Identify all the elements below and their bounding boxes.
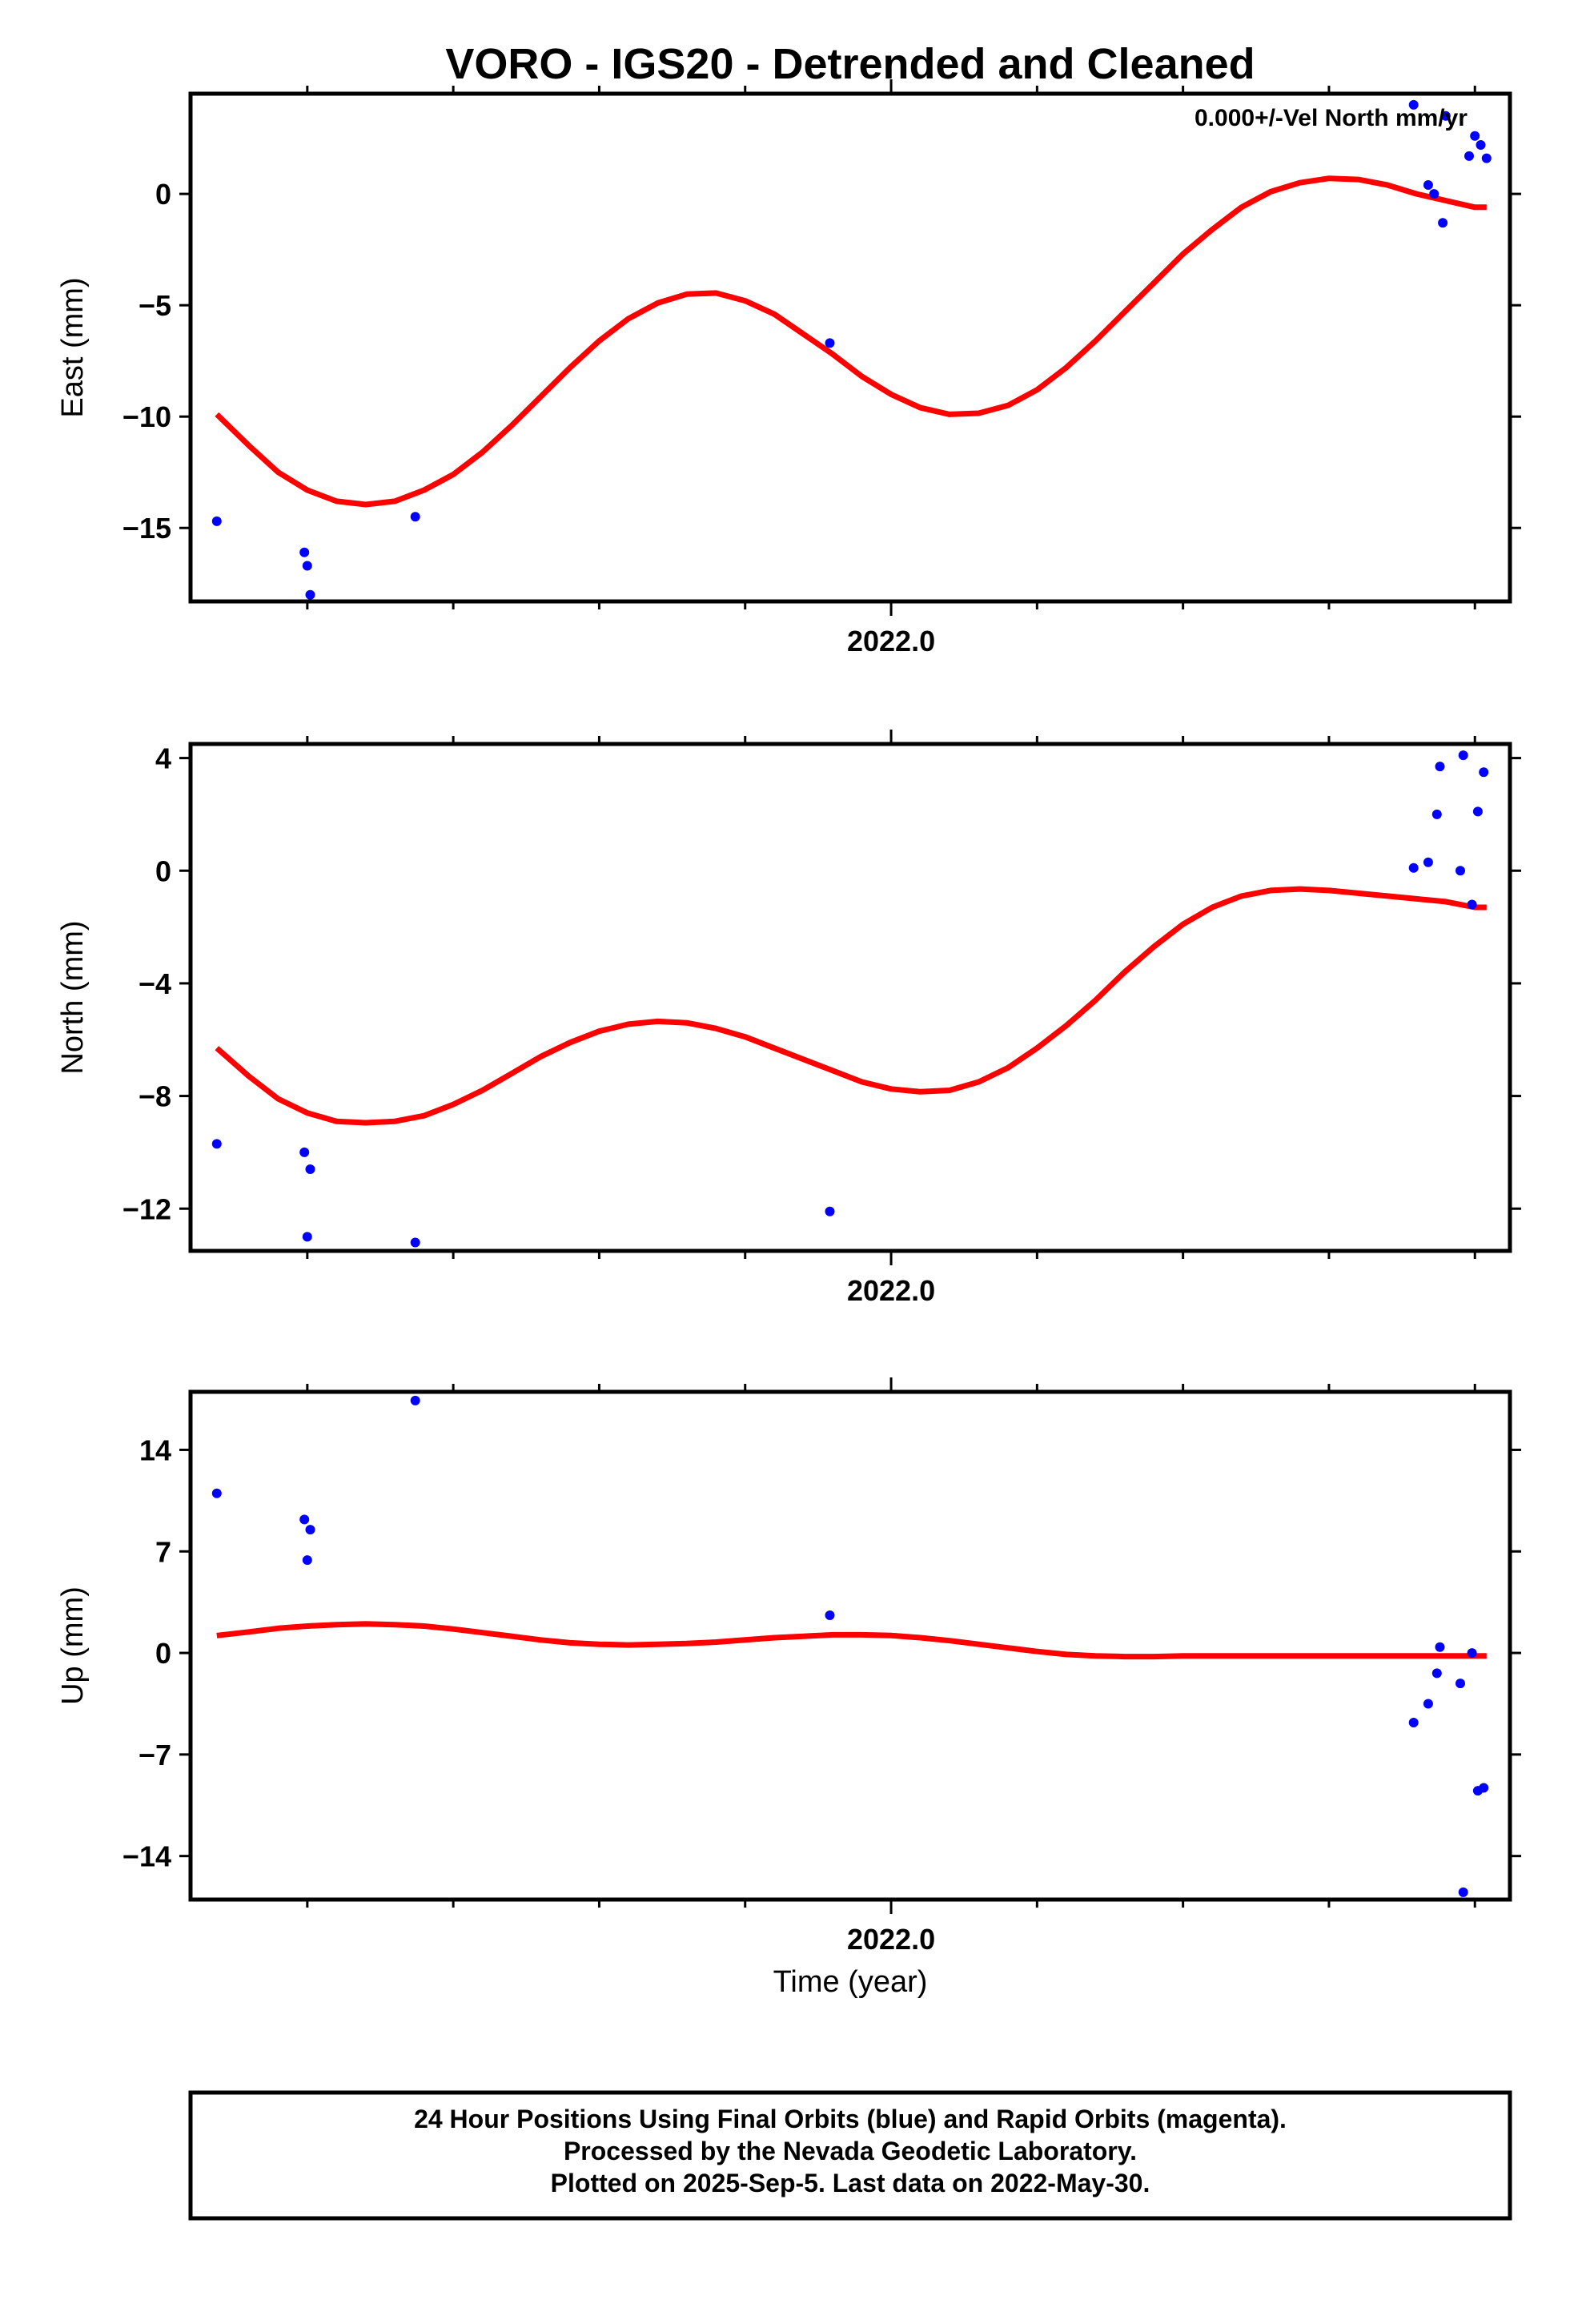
velocity-annotation: 0.000+/-Vel North mm/yr [1195, 105, 1468, 131]
up-data-point [1423, 1699, 1433, 1709]
east-ytick-label: 0 [155, 178, 171, 211]
up-data-point [1435, 1642, 1445, 1652]
north-fit-line [215, 886, 1487, 1126]
north-data-point [1431, 809, 1442, 819]
north-data-point [302, 1232, 312, 1242]
x-axis-label: Time (year) [773, 1965, 928, 1999]
east-y-axis-label: East (mm) [56, 277, 90, 417]
up-y-axis-label: Up (mm) [56, 1586, 90, 1705]
up-ytick-label: 7 [155, 1535, 171, 1568]
north-data-point [825, 1206, 835, 1216]
north-xtick-label: 2022.0 [847, 1274, 935, 1307]
up-xtick-label: 2022.0 [847, 1923, 935, 1956]
north-data-point [1435, 762, 1445, 772]
up-data-point [825, 1610, 835, 1620]
footer-line-2: Processed by the Nevada Geodetic Laborat… [564, 2137, 1137, 2165]
footer-line-3: Plotted on 2025-Sep-5. Last data on 2022… [551, 2169, 1150, 2197]
up-data-point [1467, 1648, 1477, 1659]
north-ytick-label: −12 [122, 1192, 171, 1225]
north-data-point [1456, 866, 1465, 876]
east-data-point [825, 338, 835, 348]
east-data-point [302, 561, 312, 571]
north-data-point [299, 1147, 310, 1157]
up-data-point [1479, 1783, 1489, 1793]
north-data-point [1458, 750, 1468, 761]
north-plot-frame [188, 742, 1512, 1253]
up-data-point [305, 1525, 315, 1535]
north-data-point [305, 1164, 315, 1174]
up-ytick-label: −7 [139, 1739, 171, 1771]
east-data-point [1440, 111, 1451, 121]
east-data-point [305, 589, 315, 600]
east-data-point [1438, 218, 1448, 228]
north-data-point [1467, 899, 1477, 910]
up-ytick-label: −14 [122, 1840, 171, 1873]
east-ytick-label: −15 [122, 512, 171, 545]
up-ytick-label: 14 [139, 1433, 171, 1466]
up-plot-frame [188, 1389, 1512, 1902]
up-fit-line [216, 1621, 1487, 1660]
east-plot-frame [188, 91, 1512, 604]
footer-line-1: 24 Hour Positions Using Final Orbits (bl… [414, 2105, 1287, 2133]
up-data-point [299, 1514, 310, 1525]
east-data-point [299, 547, 310, 557]
north-data-point [1479, 767, 1489, 778]
east-panel: −15 −10 −5 0 2022.0 East (mm) [56, 79, 1521, 657]
east-data-point [1408, 99, 1419, 110]
up-data-point [1458, 1887, 1468, 1897]
up-data-point [302, 1555, 312, 1566]
north-data-point [211, 1139, 222, 1149]
up-data-point [1431, 1668, 1442, 1679]
up-ytick-label: 0 [155, 1637, 171, 1670]
up-data-point [410, 1395, 420, 1405]
chart-title: VORO - IGS20 - Detrended and Cleaned [445, 40, 1255, 88]
up-data-point [211, 1488, 222, 1498]
east-data-point [211, 516, 222, 526]
north-data-point [1472, 806, 1483, 817]
east-data-point [1429, 189, 1439, 199]
north-ytick-label: 0 [155, 854, 171, 887]
east-fit-line [215, 175, 1487, 508]
east-ytick-label: −5 [139, 289, 171, 322]
north-ytick-label: 4 [155, 742, 171, 775]
up-panel: −14 −7 0 7 14 2022.0 Up (mm) [56, 1377, 1521, 1956]
east-xtick-label: 2022.0 [847, 625, 935, 657]
east-data-point [1476, 140, 1486, 150]
north-data-point [1408, 862, 1419, 873]
footer-box [188, 2090, 1512, 2221]
east-data-point [1481, 153, 1492, 163]
north-data-point [410, 1237, 420, 1248]
east-data-point [1464, 151, 1474, 161]
north-ytick-label: −8 [139, 1080, 171, 1113]
north-panel: −12 −8 −4 0 4 2022.0 North (mm) [56, 730, 1521, 1307]
east-data-point [410, 512, 420, 522]
north-ytick-label: −4 [139, 967, 171, 1000]
east-data-point [1423, 180, 1433, 190]
east-data-point [1470, 131, 1480, 141]
up-data-point [1456, 1679, 1465, 1689]
up-data-point [1408, 1718, 1419, 1727]
north-y-axis-label: North (mm) [56, 920, 90, 1074]
east-ytick-label: −10 [122, 400, 171, 433]
north-data-point [1423, 857, 1433, 867]
